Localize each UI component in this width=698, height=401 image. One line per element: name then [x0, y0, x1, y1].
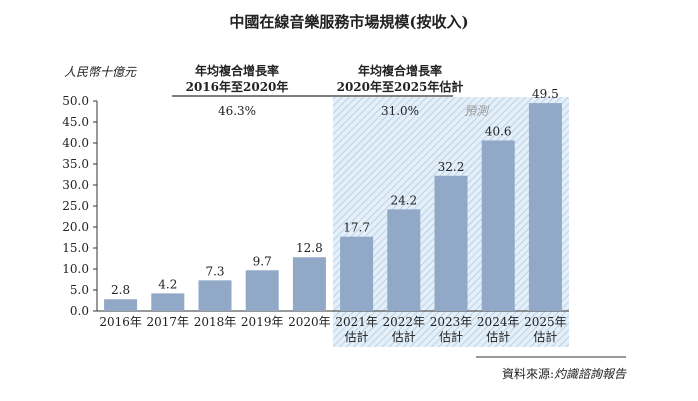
- x-tick-label: 估計: [533, 329, 557, 344]
- cagr-value: 31.0%: [381, 104, 419, 118]
- x-tick-label: 2017年: [147, 315, 190, 329]
- y-tick-label: 5.0: [70, 283, 89, 297]
- x-tick-label: 2018年: [194, 315, 237, 329]
- bar: [340, 236, 374, 311]
- y-tick-label: 10.0: [62, 262, 89, 276]
- bar: [151, 293, 185, 311]
- source-note: 資料來源:灼識諮詢報告: [502, 367, 627, 381]
- y-tick-label: 20.0: [62, 220, 89, 234]
- bar: [245, 270, 279, 311]
- y-tick-label: 25.0: [62, 199, 89, 213]
- value-label: 4.2: [158, 277, 177, 291]
- x-tick-label: 2016年: [99, 315, 142, 329]
- bar: [434, 175, 468, 311]
- cagr-heading: 年均複合增長率: [358, 63, 442, 78]
- y-tick-label: 40.0: [62, 136, 89, 150]
- value-label: 2.8: [111, 283, 130, 297]
- x-tick-label: 2023年: [430, 315, 473, 329]
- value-label: 17.7: [343, 221, 370, 235]
- x-tick-label: 估計: [392, 329, 416, 344]
- x-tick-label: 2019年: [241, 315, 284, 329]
- value-label: 7.3: [205, 264, 224, 278]
- y-tick-label: 30.0: [62, 178, 89, 192]
- y-axis-label: 人民幣十億元: [64, 65, 137, 79]
- y-tick-label: 50.0: [62, 94, 89, 108]
- cagr-value: 46.3%: [218, 104, 256, 118]
- forecast-label: 預測: [464, 104, 490, 118]
- y-tick-label: 45.0: [62, 115, 89, 129]
- bar: [387, 209, 421, 311]
- chart-title: 中國在線音樂服務市場規模(按收入): [229, 13, 468, 31]
- y-tick-label: 0.0: [70, 304, 89, 318]
- bar: [481, 140, 515, 311]
- bar: [528, 103, 562, 311]
- value-label: 40.6: [485, 124, 512, 138]
- value-label: 49.5: [532, 87, 559, 101]
- y-tick-label: 35.0: [62, 157, 89, 171]
- x-tick-label: 2024年: [477, 315, 520, 329]
- value-label: 32.2: [438, 160, 465, 174]
- x-tick-label: 2022年: [383, 315, 426, 329]
- value-label: 24.2: [390, 193, 417, 207]
- cagr-heading: 年均複合增長率: [195, 63, 279, 78]
- x-tick-label: 估計: [486, 329, 510, 344]
- x-tick-label: 估計: [345, 329, 369, 344]
- cagr-period: 2016年至2020年: [186, 79, 289, 94]
- bar: [104, 299, 138, 311]
- cagr-period: 2020年至2025年估計: [337, 79, 464, 94]
- y-tick-label: 15.0: [62, 241, 89, 255]
- bar: [198, 280, 232, 311]
- x-tick-label: 估計: [439, 329, 463, 344]
- value-label: 12.8: [296, 241, 323, 255]
- value-label: 9.7: [253, 254, 272, 268]
- x-tick-label: 2025年: [524, 315, 567, 329]
- x-tick-label: 2020年: [288, 315, 331, 329]
- bar: [292, 257, 326, 311]
- x-tick-label: 2021年: [335, 315, 378, 329]
